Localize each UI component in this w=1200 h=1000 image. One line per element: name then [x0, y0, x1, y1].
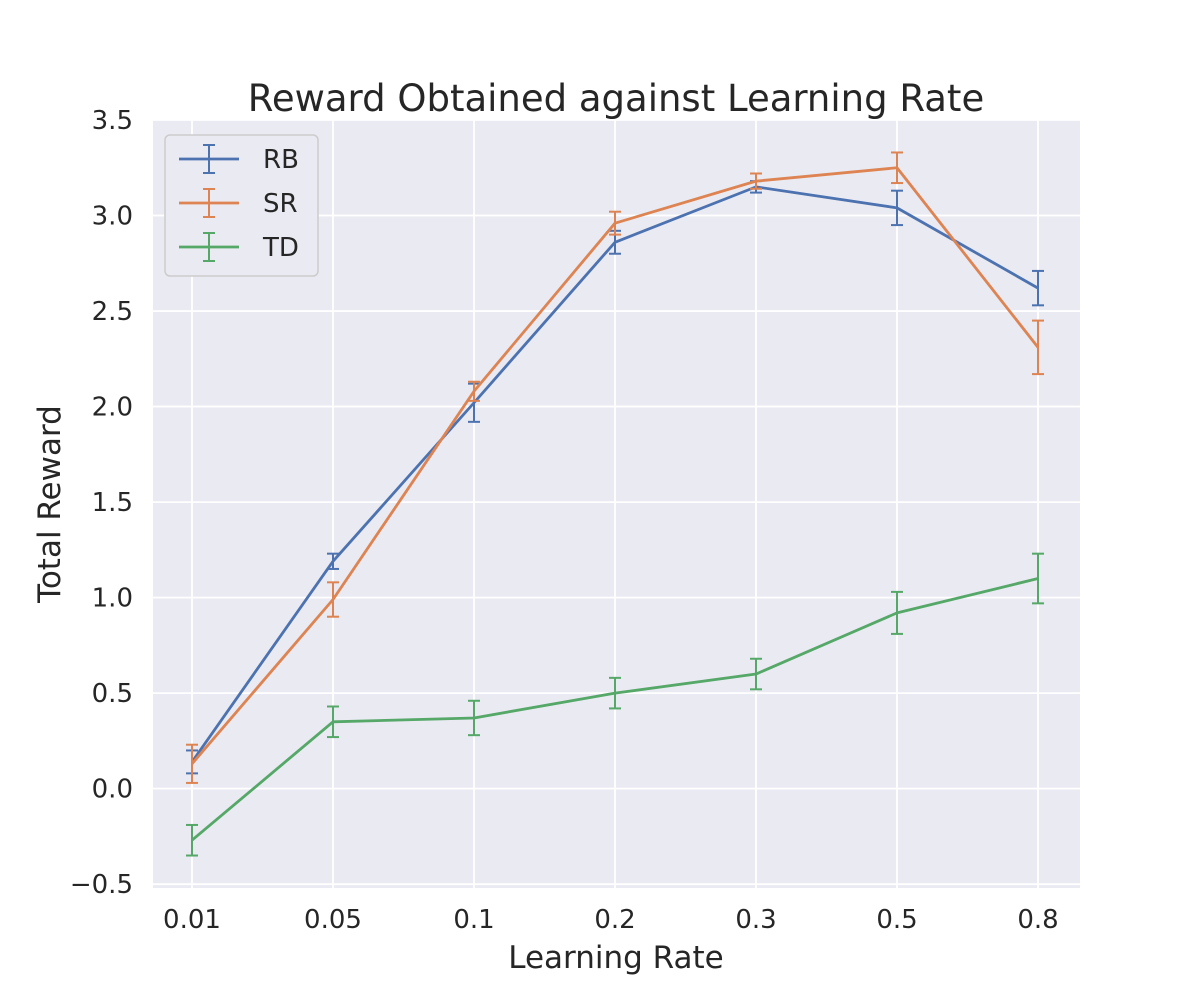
y-tick-label: 1.0 — [92, 584, 133, 614]
series-sr — [186, 151, 1044, 784]
y-tick-label: 2.5 — [92, 297, 133, 327]
x-axis-label: Learning Rate — [508, 940, 724, 976]
legend-box — [164, 134, 319, 277]
series-line — [191, 577, 1039, 842]
x-tick-label: 0.05 — [304, 905, 362, 935]
legend: RB SR TD — [164, 134, 319, 277]
tick-labels: −0.5 0.0 0.5 1.0 1.5 2.0 2.5 3.0 3.5 0.01 0.05 0.1 0… — [70, 106, 1059, 935]
x-tick-label: 0.2 — [594, 905, 635, 935]
series-td — [186, 552, 1044, 857]
legend-label: RB — [263, 145, 299, 175]
legend-label: SR — [263, 189, 298, 219]
y-tick-label: 3.5 — [92, 106, 133, 136]
legend-label: TD — [262, 233, 299, 263]
legend-entry-rb: RB — [179, 144, 299, 175]
x-tick-label: 0.01 — [163, 905, 221, 935]
series-layer — [186, 151, 1044, 857]
legend-entry-td: TD — [179, 232, 299, 263]
legend-entry-sr: SR — [179, 188, 298, 219]
y-tick-label: 1.5 — [92, 488, 133, 518]
y-axis-label: Total Reward — [32, 405, 68, 604]
x-tick-label: 0.8 — [1017, 905, 1058, 935]
series-line — [190, 185, 1039, 763]
chart-title: Reward Obtained against Learning Rate — [248, 77, 984, 120]
x-tick-label: 0.5 — [876, 905, 917, 935]
y-tick-label: 3.0 — [92, 202, 133, 232]
y-tick-label: −0.5 — [70, 870, 133, 900]
x-tick-label: 0.1 — [453, 905, 494, 935]
y-tick-label: 2.0 — [92, 393, 133, 423]
y-tick-label: 0.0 — [92, 775, 133, 805]
series-line — [190, 166, 1040, 765]
x-tick-label: 0.3 — [735, 905, 776, 935]
y-tick-label: 0.5 — [92, 679, 133, 709]
